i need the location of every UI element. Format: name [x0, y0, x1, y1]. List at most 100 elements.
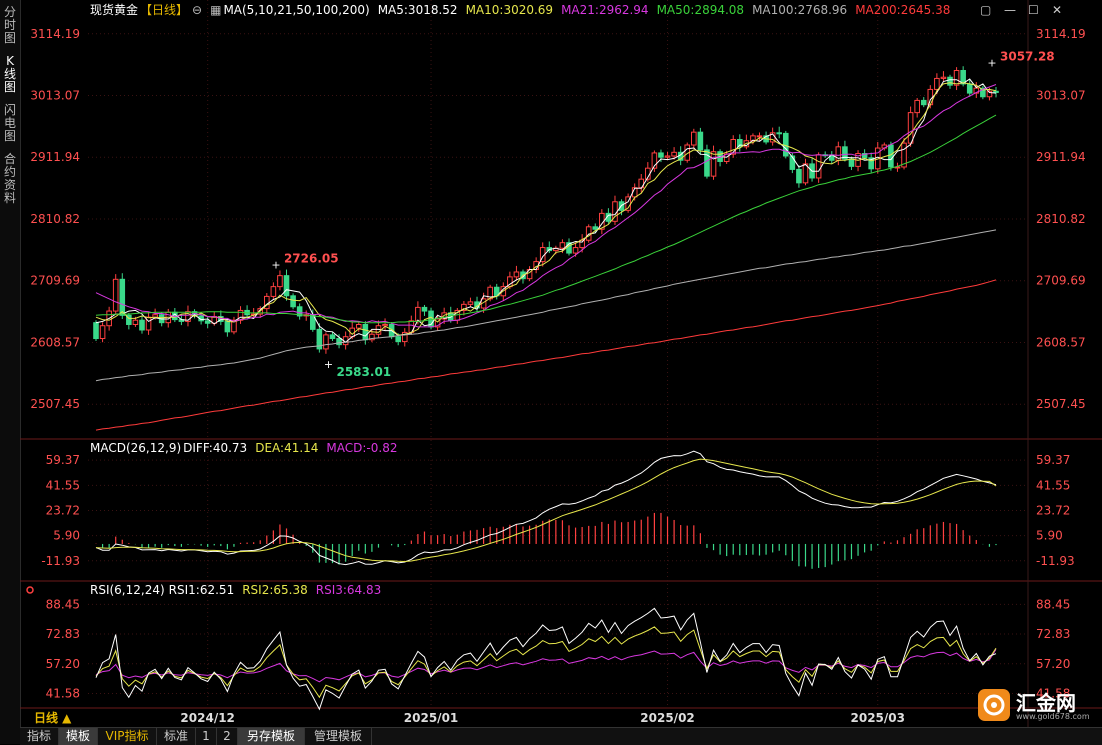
low-annotation: 2583.01: [336, 365, 391, 379]
price-right-tick: 3114.19: [1036, 27, 1086, 41]
collapse-icon: ⊖: [192, 3, 202, 17]
tab-contract-info[interactable]: 合约资料: [0, 153, 20, 205]
minimize-icon[interactable]: —: [1004, 3, 1016, 17]
price-left-tick: 2810.82: [30, 212, 80, 226]
kline-chart[interactable]: 3114.19 3114.19 3013.07 3013.07 2911.94 2911.…: [20, 0, 1102, 727]
candle: [185, 305, 191, 327]
legend-rsi-0: RSI1:62.51: [169, 583, 235, 597]
period-selector[interactable]: 日线 ▲: [34, 710, 72, 725]
tab-lightning[interactable]: 闪电图: [0, 104, 20, 143]
price-left-tick: 2507.45: [30, 397, 80, 411]
candle-body: [224, 320, 231, 333]
candle-body: [592, 226, 599, 230]
candle-body: [658, 152, 664, 158]
candle: [99, 322, 106, 343]
candle-body: [947, 76, 953, 86]
macd-left-tick: 5.90: [53, 529, 80, 543]
candle-body: [842, 146, 848, 160]
candle-body: [861, 153, 868, 159]
candle-body: [323, 334, 329, 350]
price-right-tick: 2608.57: [1036, 335, 1086, 349]
extreme-marker: +: [324, 358, 333, 371]
window-icon[interactable]: ▢: [980, 3, 991, 17]
candle-body: [901, 142, 907, 168]
ma100-line: [95, 229, 997, 382]
ma10-line: [95, 82, 997, 336]
candle: [717, 149, 723, 167]
candle: [645, 162, 651, 182]
candle: [112, 274, 119, 314]
candle: [802, 158, 809, 186]
candle: [658, 149, 664, 163]
macd-left-tick: 23.72: [46, 503, 80, 517]
rsi-right-tick: 57.20: [1036, 657, 1070, 671]
candle: [920, 97, 927, 108]
candle: [296, 303, 303, 320]
candle: [401, 328, 408, 347]
candle-body: [960, 70, 966, 85]
candle: [651, 150, 658, 172]
candle-body: [487, 286, 493, 300]
candle-body: [93, 322, 99, 340]
candle-body: [415, 306, 421, 322]
price-right-tick: 2507.45: [1036, 397, 1086, 411]
manage-template-button[interactable]: 管理模板: [305, 728, 372, 745]
candle: [277, 270, 283, 291]
tab-lightning-label: 闪电图: [3, 103, 16, 143]
candle-body: [704, 149, 710, 177]
candle-body: [126, 314, 132, 325]
template-1-tab[interactable]: 1: [196, 728, 217, 745]
candle: [828, 151, 835, 164]
instrument-name: 现货黄金: [90, 2, 138, 17]
save-template-button[interactable]: 另存模板: [238, 728, 305, 745]
macd-right-tick: 5.90: [1036, 529, 1063, 543]
indicator-tab[interactable]: 指标: [20, 728, 59, 745]
macd-left-tick: -11.93: [41, 554, 80, 568]
template-tab[interactable]: 模板: [59, 728, 98, 745]
candle-body: [467, 301, 474, 305]
price-left-tick: 3013.07: [30, 88, 80, 102]
candle-body: [980, 87, 986, 98]
candle: [776, 126, 783, 139]
candle: [888, 141, 894, 171]
candle-body: [691, 131, 697, 146]
candle-body: [401, 331, 408, 343]
price-left-tick: 2608.57: [30, 335, 80, 349]
legend-ma10: MA10:3020.69: [466, 3, 554, 17]
candle: [638, 173, 645, 193]
candle-body: [355, 323, 362, 329]
candle-body: [953, 70, 960, 86]
candle: [329, 331, 336, 341]
legend-ma21: MA21:2962.94: [561, 3, 649, 17]
candle-body: [986, 90, 993, 98]
price-right-tick: 2709.69: [1036, 274, 1086, 288]
candle-body: [290, 295, 296, 308]
settings-grid-icon: ▦: [210, 3, 221, 17]
template-2-tab[interactable]: 2: [217, 728, 238, 745]
candle-body: [132, 319, 139, 325]
candle-body: [145, 316, 152, 331]
standard-tab[interactable]: 标准: [157, 728, 196, 745]
macd-right-tick: -11.93: [1036, 554, 1075, 568]
candle: [743, 134, 750, 150]
macd-left-tick: 41.55: [46, 478, 80, 492]
tab-time-sharing[interactable]: 分时图: [0, 6, 20, 45]
candle: [270, 282, 277, 299]
price-right-tick: 2911.94: [1036, 150, 1086, 164]
candle-body: [296, 306, 303, 317]
rsi-params: RSI(6,12,24): [90, 583, 165, 597]
template-tab-label: 模板: [65, 729, 90, 743]
vip-indicator-tab[interactable]: VIP指标: [98, 728, 157, 745]
candle-body: [434, 318, 441, 328]
maximize-icon[interactable]: ☐: [1028, 3, 1039, 17]
candle: [868, 152, 874, 173]
candle-body: [572, 247, 579, 254]
date-tick-label: 2025/01: [404, 711, 458, 725]
date-tick-label: 2024/12: [180, 711, 234, 725]
close-icon[interactable]: ✕: [1052, 3, 1062, 17]
candle: [309, 309, 316, 332]
candle-body: [756, 135, 763, 138]
candle: [796, 165, 802, 188]
